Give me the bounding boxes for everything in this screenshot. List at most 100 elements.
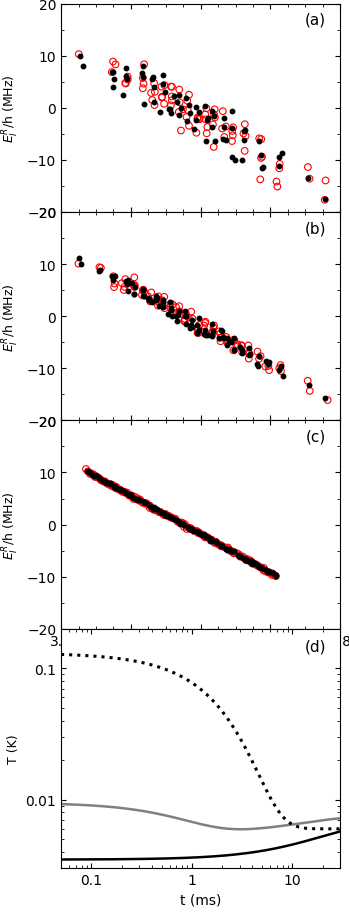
Point bbox=[278, 358, 283, 373]
Point bbox=[141, 283, 146, 298]
Point bbox=[152, 503, 157, 517]
Point bbox=[151, 503, 157, 517]
Point bbox=[246, 352, 252, 367]
Point bbox=[307, 384, 313, 399]
Point bbox=[203, 113, 208, 128]
Point bbox=[262, 562, 267, 576]
Point bbox=[228, 544, 234, 559]
Point bbox=[272, 569, 278, 584]
Point bbox=[111, 66, 116, 81]
Point bbox=[167, 510, 172, 525]
Point bbox=[111, 479, 116, 494]
Point bbox=[241, 551, 246, 566]
Point bbox=[212, 536, 217, 550]
Point bbox=[221, 331, 227, 346]
Point bbox=[214, 537, 220, 551]
Point bbox=[249, 557, 254, 572]
Point bbox=[246, 348, 252, 363]
Point bbox=[206, 112, 211, 127]
Point bbox=[148, 294, 154, 309]
Point bbox=[157, 106, 163, 120]
Point bbox=[149, 500, 154, 515]
Point bbox=[141, 283, 146, 298]
Point bbox=[238, 550, 244, 564]
Point bbox=[256, 134, 262, 149]
Point bbox=[152, 98, 157, 113]
Point bbox=[177, 83, 182, 97]
Point bbox=[147, 499, 153, 514]
Point bbox=[123, 274, 128, 289]
Point bbox=[235, 549, 240, 563]
Point bbox=[251, 557, 257, 572]
Point bbox=[230, 544, 235, 559]
Point bbox=[276, 162, 282, 176]
Point bbox=[231, 344, 236, 358]
Point bbox=[228, 544, 233, 559]
Point bbox=[275, 180, 280, 195]
Point bbox=[156, 293, 162, 308]
Point bbox=[181, 518, 187, 533]
Point bbox=[203, 529, 209, 544]
Point bbox=[213, 535, 219, 550]
Point bbox=[241, 133, 247, 148]
Point bbox=[143, 496, 149, 511]
Point bbox=[246, 339, 251, 354]
Point bbox=[158, 505, 163, 520]
Point bbox=[164, 508, 170, 523]
Point bbox=[198, 528, 203, 542]
Point bbox=[98, 472, 103, 487]
Point bbox=[273, 569, 279, 584]
Point bbox=[126, 489, 132, 504]
Point bbox=[259, 150, 265, 165]
Point bbox=[241, 124, 247, 139]
Point bbox=[155, 299, 161, 313]
Point bbox=[135, 493, 140, 507]
Point bbox=[171, 89, 177, 104]
Point bbox=[266, 564, 272, 579]
Point bbox=[212, 103, 217, 118]
Point bbox=[177, 516, 182, 530]
Point bbox=[227, 335, 232, 349]
Point bbox=[168, 80, 174, 95]
Point bbox=[190, 313, 195, 328]
Point bbox=[185, 95, 190, 109]
Point bbox=[151, 96, 157, 110]
Point bbox=[232, 153, 238, 168]
Point bbox=[236, 548, 242, 562]
Point bbox=[140, 496, 146, 511]
Point bbox=[260, 562, 266, 576]
Point bbox=[269, 568, 275, 583]
Point bbox=[156, 505, 161, 520]
Point bbox=[244, 552, 250, 567]
Point bbox=[131, 280, 137, 295]
Point bbox=[194, 524, 200, 539]
Point bbox=[193, 114, 198, 129]
Point bbox=[141, 495, 147, 510]
Point bbox=[139, 289, 145, 303]
Point bbox=[220, 539, 225, 554]
Point bbox=[216, 332, 222, 346]
Point bbox=[196, 311, 202, 325]
Point bbox=[183, 92, 189, 107]
Point bbox=[231, 544, 237, 559]
Point bbox=[120, 89, 126, 104]
Point bbox=[125, 273, 131, 288]
Point bbox=[145, 289, 151, 304]
Point bbox=[96, 471, 102, 485]
Point bbox=[96, 471, 101, 486]
Point bbox=[230, 544, 235, 559]
Point bbox=[111, 73, 117, 87]
Point bbox=[141, 495, 146, 510]
X-axis label: p$_I$ (X1000): p$_I$ (X1000) bbox=[164, 653, 237, 672]
Point bbox=[173, 512, 178, 527]
Point bbox=[176, 300, 182, 314]
Point bbox=[111, 280, 117, 295]
Point bbox=[147, 295, 153, 310]
Point bbox=[139, 66, 145, 81]
Point bbox=[209, 326, 215, 341]
Point bbox=[110, 270, 115, 285]
Point bbox=[246, 341, 252, 356]
Point bbox=[224, 542, 229, 557]
Point bbox=[187, 107, 193, 121]
Point bbox=[140, 72, 146, 86]
